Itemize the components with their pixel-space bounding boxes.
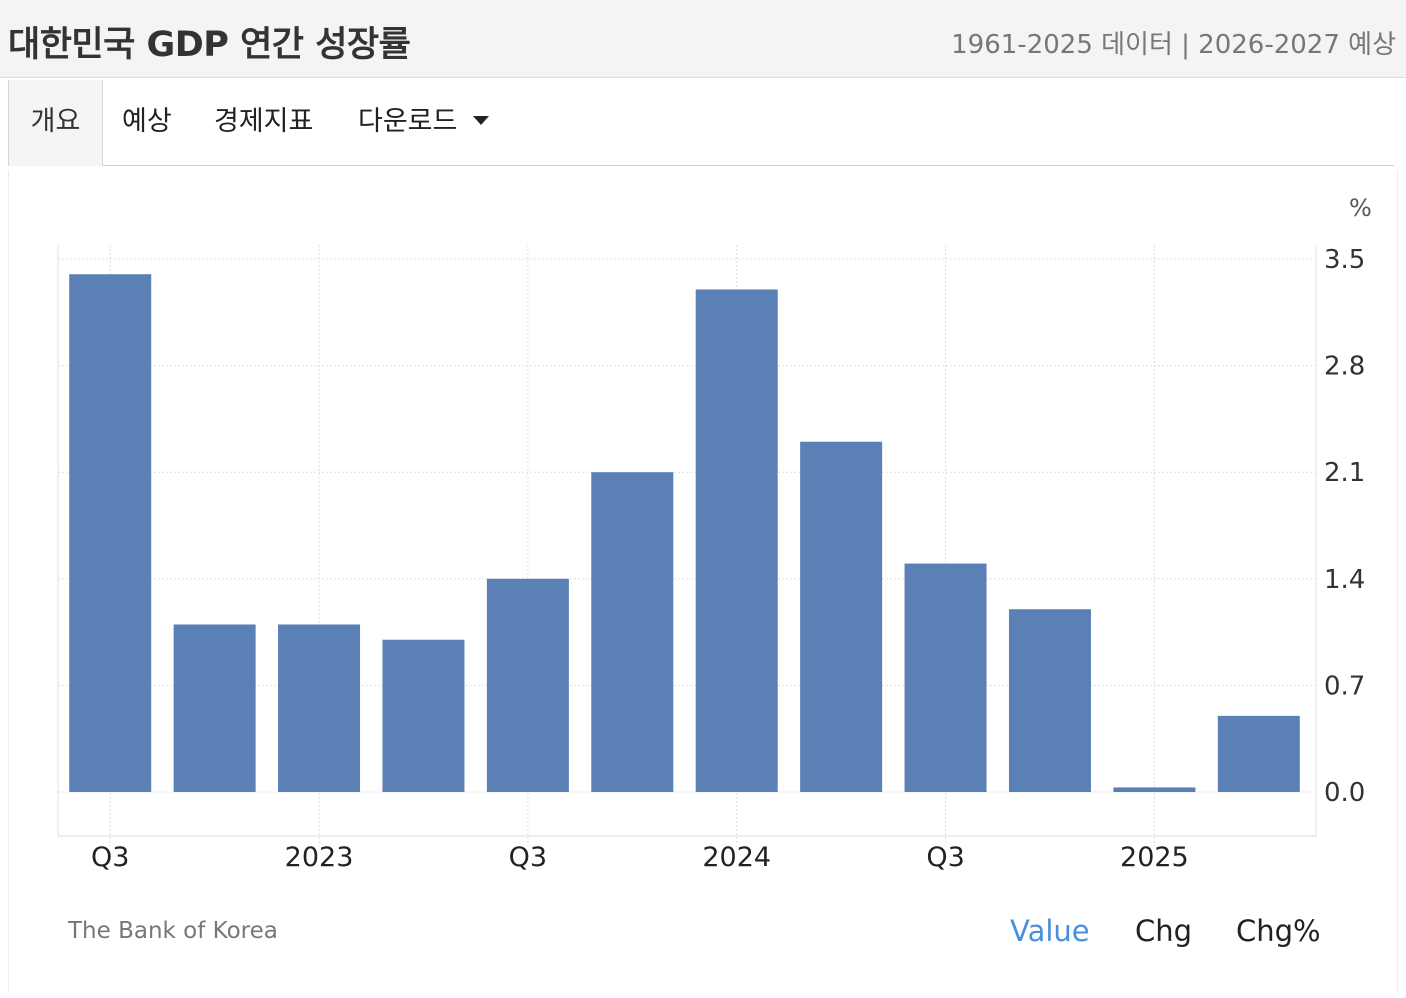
- x-tick-label: 2025: [1120, 842, 1189, 873]
- source-label: The Bank of Korea: [68, 918, 278, 944]
- tab-overview[interactable]: 개요: [8, 80, 103, 166]
- gdp-growth-chart: 3.5 2.8 2.1 1.4 0.7 0.0% Q3 2023 Q3 2024 Q3 2025: [57, 194, 1372, 873]
- y-unit-label: %: [1349, 194, 1372, 222]
- bar-2022-q3[interactable]: [69, 274, 152, 792]
- y-tick-label: 2.8: [1324, 352, 1365, 382]
- bar-2023-q1[interactable]: [278, 624, 361, 792]
- bar-2023-q4[interactable]: [591, 472, 674, 792]
- change-toggle[interactable]: Chg: [1135, 914, 1193, 948]
- bar-2022-q4[interactable]: [173, 624, 256, 792]
- value-toggle[interactable]: Value: [1010, 914, 1090, 948]
- tab-download-label: 다운로드: [358, 106, 458, 137]
- bar-2023-q3[interactable]: [486, 578, 569, 792]
- bar-2025-q1[interactable]: [1113, 787, 1196, 792]
- bar-2024-q1[interactable]: [695, 289, 778, 792]
- data-range-info: 1961-2025 데이터 | 2026-2027 예상: [951, 30, 1396, 60]
- x-tick-label: Q3: [926, 842, 964, 873]
- x-tick-label: 2023: [285, 842, 354, 873]
- y-tick-label: 3.5: [1324, 245, 1365, 275]
- change-percent-toggle[interactable]: Chg%: [1236, 914, 1321, 948]
- y-tick-label: 2.1: [1324, 458, 1365, 488]
- bar-2024-q2[interactable]: [800, 441, 883, 792]
- x-tick-label: 2024: [702, 842, 771, 873]
- tab-bar: 개요 예상 경제지표 다운로드: [8, 80, 1394, 166]
- tab-forecast[interactable]: 예상: [122, 80, 172, 166]
- y-tick-label: 0.0: [1324, 778, 1365, 808]
- tab-download[interactable]: 다운로드: [358, 80, 490, 166]
- bar-2023-q2[interactable]: [382, 639, 465, 792]
- bar-2024-q4[interactable]: [1008, 609, 1091, 792]
- x-tick-label: Q3: [91, 842, 129, 873]
- tab-indicators[interactable]: 경제지표: [214, 80, 313, 166]
- bar-2025-q2[interactable]: [1217, 715, 1300, 792]
- y-tick-label: 0.7: [1324, 671, 1365, 701]
- tab-forecast-label: 예상: [122, 106, 172, 137]
- bar-2024-q3[interactable]: [904, 563, 987, 792]
- page-header: 대한민국 GDP 연간 성장률 1961-2025 데이터 | 2026-202…: [0, 0, 1406, 78]
- caret-down-icon: [473, 116, 490, 125]
- x-tick-label: Q3: [509, 842, 547, 873]
- y-tick-label: 1.4: [1324, 565, 1365, 595]
- tab-overview-label: 개요: [30, 106, 81, 137]
- chart-panel: [8, 170, 1398, 992]
- page-title: 대한민국 GDP 연간 성장률: [8, 25, 411, 65]
- tab-indicators-label: 경제지표: [214, 106, 314, 137]
